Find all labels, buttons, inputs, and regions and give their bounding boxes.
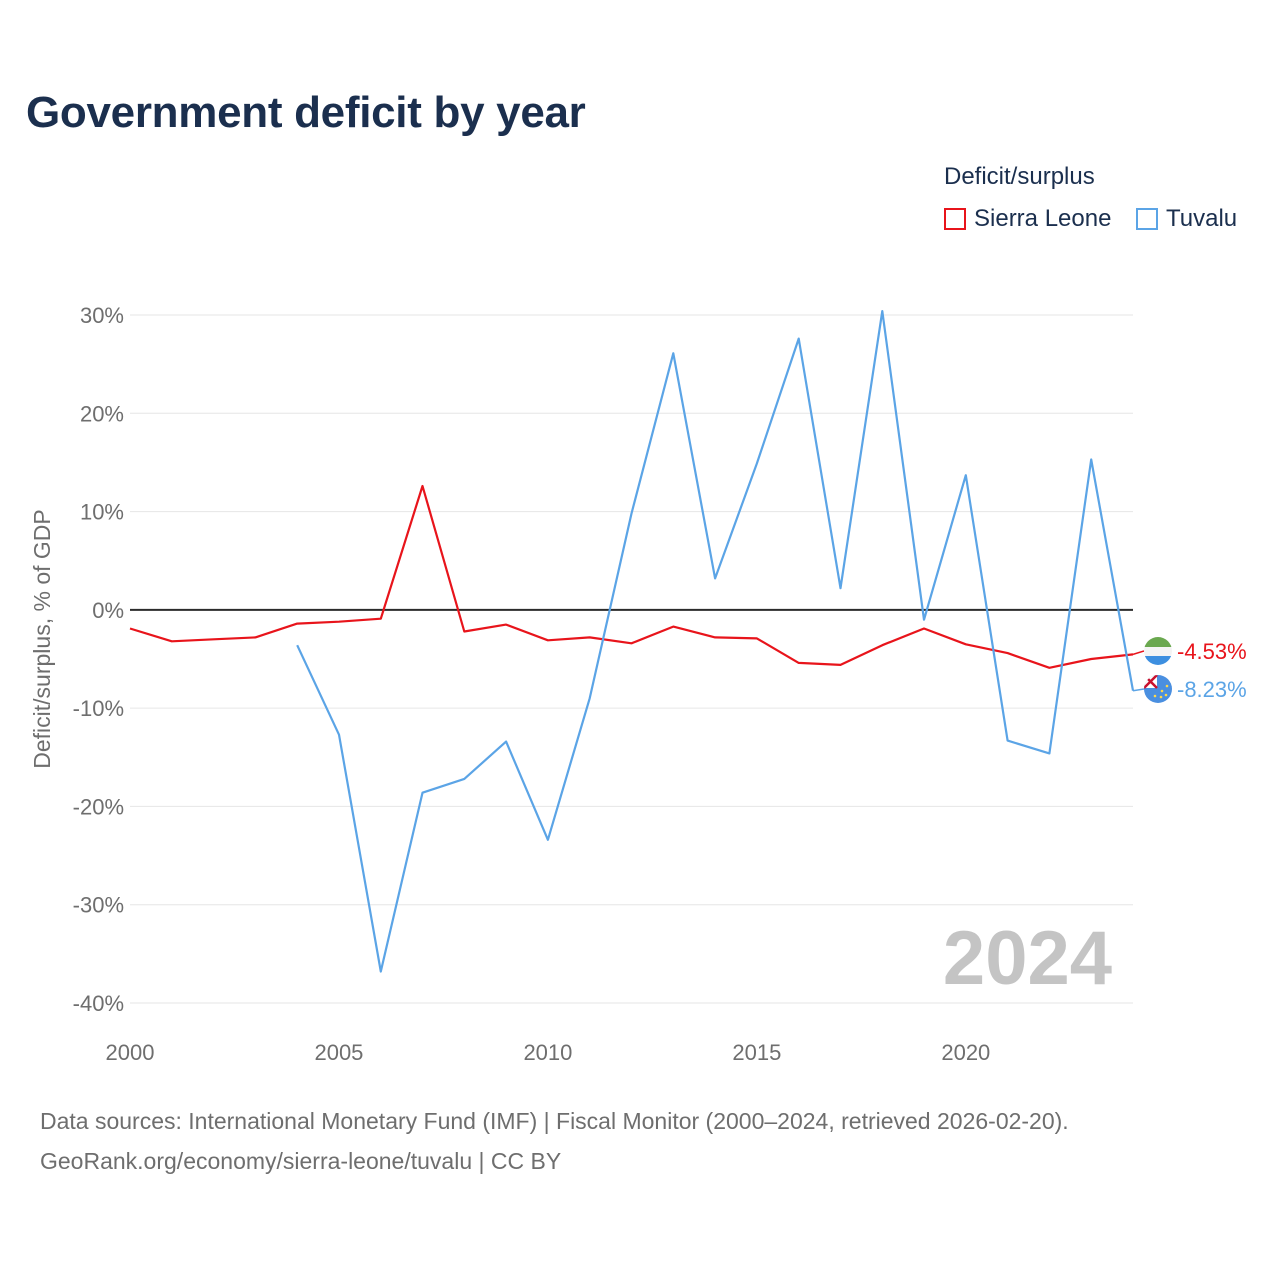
- x-tick-label: 2005: [314, 1040, 363, 1065]
- line-chart: 30% 20% 10% 0% -10% -20% -30% -40% 2000 2005 2010 2…: [29, 303, 1247, 1065]
- flag-star: [1164, 693, 1168, 697]
- flag-star: [1165, 684, 1169, 688]
- legend-title: Deficit/surplus: [944, 163, 1095, 190]
- flag-star: [1153, 694, 1157, 698]
- sierra-leone-flag-icon: [1144, 637, 1172, 665]
- legend-item-sierra-leone[interactable]: Sierra Leone: [944, 205, 1111, 233]
- flag-star: [1160, 689, 1164, 693]
- end-connector-tuvalu: [1132, 688, 1145, 692]
- y-tick-label: 10%: [80, 500, 124, 525]
- end-value-label-tuvalu: -8.23%: [1177, 677, 1247, 702]
- series-line-tuvalu: [296, 310, 1135, 973]
- y-tick-label: -20%: [73, 794, 124, 819]
- y-tick-label: -30%: [73, 893, 124, 918]
- series-line-sierra-leone: [129, 484, 1134, 669]
- footer-sources: Data sources: International Monetary Fun…: [40, 1108, 1069, 1134]
- legend-swatch-sierra-leone: [944, 208, 966, 230]
- y-tick-label: 0%: [92, 598, 124, 623]
- x-tick-label: 2015: [732, 1040, 781, 1065]
- legend-label-sierra-leone: Sierra Leone: [974, 205, 1112, 232]
- legend-swatch-tuvalu: [1136, 208, 1158, 230]
- legend-item-tuvalu[interactable]: Tuvalu: [1136, 205, 1237, 233]
- x-tick-label: 2010: [523, 1040, 572, 1065]
- chart-title: Government deficit by year: [26, 88, 586, 137]
- y-tick-label: -40%: [73, 991, 124, 1016]
- y-tick-label: 30%: [80, 303, 124, 328]
- year-watermark: 2024: [943, 916, 1112, 1001]
- y-axis-label: Deficit/surplus, % of GDP: [29, 509, 55, 768]
- end-connector-sierra-leone: [1132, 650, 1145, 656]
- flag-star: [1159, 695, 1163, 699]
- tuvalu-flag-icon: [1144, 675, 1172, 703]
- x-tick-label: 2020: [941, 1040, 990, 1065]
- end-value-label-sierra-leone: -4.53%: [1177, 639, 1247, 664]
- y-tick-label: -10%: [73, 696, 124, 721]
- flag-band-white: [1144, 647, 1172, 656]
- x-tick-label: 2000: [106, 1040, 155, 1065]
- legend-label-tuvalu: Tuvalu: [1166, 205, 1238, 232]
- flag-band-green: [1144, 637, 1172, 647]
- footer-credit[interactable]: GeoRank.org/economy/sierra-leone/tuvalu …: [40, 1148, 562, 1174]
- flag-band-blue: [1144, 656, 1172, 665]
- y-tick-label: 20%: [80, 401, 124, 426]
